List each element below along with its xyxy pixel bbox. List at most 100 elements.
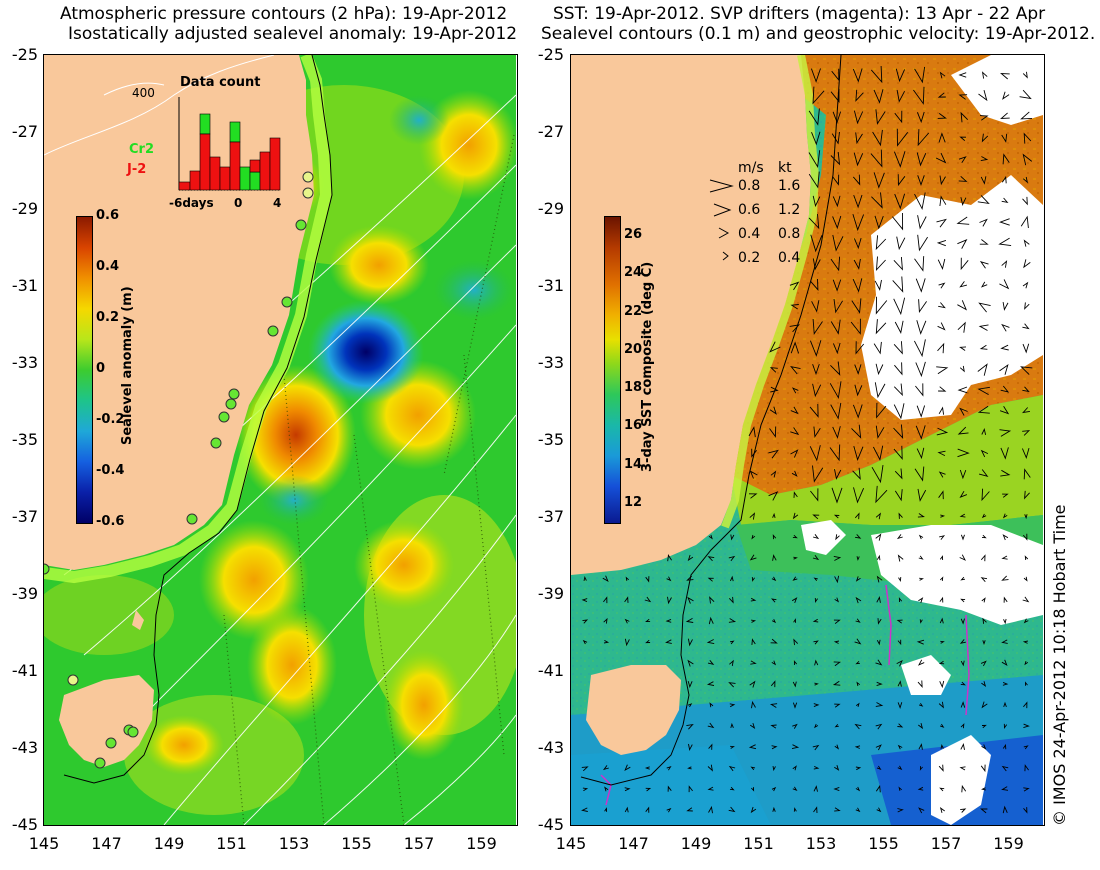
velocity-arrow bbox=[1023, 259, 1031, 269]
left-y-tick: -33 bbox=[11, 353, 38, 372]
velocity-arrow bbox=[979, 218, 988, 227]
velocity-arrow bbox=[896, 236, 906, 251]
velocity-key-row-3-ms: 0.4 bbox=[738, 226, 761, 242]
velocity-arrow bbox=[938, 764, 944, 772]
velocity-arrow bbox=[898, 512, 903, 519]
velocity-arrow bbox=[855, 660, 860, 665]
velocity-arrow bbox=[981, 701, 988, 709]
velocity-arrow bbox=[1022, 196, 1028, 206]
velocity-arrow bbox=[1002, 91, 1010, 100]
velocity-arrow bbox=[918, 722, 924, 730]
left-x-tick: 159 bbox=[466, 834, 497, 853]
velocity-arrow bbox=[855, 534, 862, 539]
velocity-arrow bbox=[875, 319, 887, 335]
velocity-arrow bbox=[667, 785, 672, 792]
velocity-arrow bbox=[1001, 323, 1010, 332]
velocity-arrow bbox=[896, 619, 903, 624]
velocity-arrow bbox=[1003, 618, 1007, 625]
velocity-arrow bbox=[833, 619, 841, 624]
velocity-arrow bbox=[831, 68, 840, 82]
right-y-tick: -37 bbox=[537, 507, 564, 526]
velocity-arrow bbox=[792, 681, 797, 688]
velocity-arrow bbox=[893, 151, 906, 168]
velocity-arrow bbox=[938, 660, 945, 665]
velocity-arrow bbox=[686, 575, 694, 581]
sealevel-colorbar-label: Sealevel anomaly (m) bbox=[120, 286, 135, 445]
velocity-arrow bbox=[665, 618, 672, 623]
velocity-arrow bbox=[730, 534, 735, 541]
velocity-arrow bbox=[771, 660, 777, 666]
left-x-tick: 149 bbox=[153, 834, 185, 853]
velocity-arrow bbox=[938, 282, 946, 289]
velocity-arrow bbox=[1001, 260, 1008, 268]
velocity-arrow bbox=[939, 195, 947, 207]
sealevel-colorbar-tick: 0.4 bbox=[96, 259, 120, 274]
velocity-arrow bbox=[956, 216, 970, 225]
velocity-arrow bbox=[812, 363, 820, 376]
velocity-arrow bbox=[982, 640, 986, 646]
velocity-arrow bbox=[940, 743, 944, 749]
velocity-arrow bbox=[916, 111, 925, 124]
velocity-arrow bbox=[957, 321, 966, 333]
velocity-arrow bbox=[852, 467, 861, 480]
velocity-arrow bbox=[980, 156, 989, 162]
velocity-arrow bbox=[686, 807, 693, 812]
velocity-arrow bbox=[1022, 71, 1028, 79]
velocity-arrow bbox=[771, 576, 777, 582]
left-x-tick: 145 bbox=[28, 834, 60, 853]
velocity-arrow bbox=[896, 534, 903, 540]
velocity-arrow bbox=[813, 785, 818, 792]
velocity-arrow bbox=[688, 743, 693, 752]
velocity-key-header-kt: kt bbox=[778, 160, 792, 176]
velocity-arrow bbox=[812, 195, 821, 208]
velocity-arrow bbox=[958, 175, 968, 182]
velocity-arrow bbox=[769, 703, 778, 708]
velocity-arrow bbox=[893, 383, 903, 397]
velocity-arrow bbox=[688, 785, 693, 793]
velocity-arrow bbox=[936, 239, 947, 247]
velocity-arrow bbox=[813, 703, 820, 708]
right-x-tick: 145 bbox=[555, 834, 587, 853]
velocity-arrow bbox=[894, 489, 903, 502]
left-x-tick: 155 bbox=[341, 834, 372, 853]
velocity-arrow bbox=[938, 701, 944, 709]
velocity-arrow bbox=[870, 65, 883, 84]
velocity-arrow bbox=[1023, 723, 1030, 729]
velocity-arrow bbox=[832, 215, 842, 230]
velocity-arrow bbox=[813, 577, 818, 581]
velocity-arrow bbox=[980, 764, 986, 773]
velocity-arrow bbox=[1024, 555, 1029, 561]
velocity-arrow bbox=[789, 324, 800, 333]
velocity-arrow bbox=[855, 702, 860, 708]
velocity-arrow bbox=[790, 341, 800, 354]
velocity-arrow bbox=[957, 238, 968, 249]
velocity-arrow bbox=[789, 281, 800, 291]
velocity-arrow bbox=[875, 512, 881, 520]
velocity-arrow bbox=[938, 386, 947, 392]
velocity-arrow bbox=[832, 234, 844, 252]
velocity-arrow bbox=[831, 131, 840, 145]
velocity-arrow bbox=[960, 576, 966, 581]
sealevel-colorbar-tick: -0.2 bbox=[96, 412, 125, 427]
velocity-arrow bbox=[814, 682, 819, 686]
velocity-arrow bbox=[876, 765, 882, 770]
velocity-arrow bbox=[980, 577, 988, 583]
velocity-arrow bbox=[981, 133, 989, 143]
velocity-arrow bbox=[893, 341, 903, 355]
velocity-arrow bbox=[748, 493, 758, 499]
velocity-arrow bbox=[1000, 447, 1009, 460]
velocity-arrow bbox=[1003, 701, 1007, 708]
velocity-arrow bbox=[624, 638, 630, 647]
pressure-contour-label: 400 bbox=[132, 86, 155, 100]
velocity-arrow bbox=[810, 68, 821, 83]
velocity-arrow bbox=[1023, 576, 1028, 582]
velocity-arrow bbox=[1003, 723, 1008, 730]
velocity-arrow bbox=[1024, 490, 1030, 500]
velocity-arrow bbox=[830, 361, 841, 376]
velocity-arrow bbox=[750, 787, 755, 792]
velocity-arrow bbox=[707, 722, 715, 729]
velocity-arrow bbox=[876, 807, 882, 813]
velocity-arrow bbox=[603, 617, 608, 624]
velocity-arrow bbox=[897, 744, 903, 750]
velocity-arrow bbox=[876, 681, 883, 687]
